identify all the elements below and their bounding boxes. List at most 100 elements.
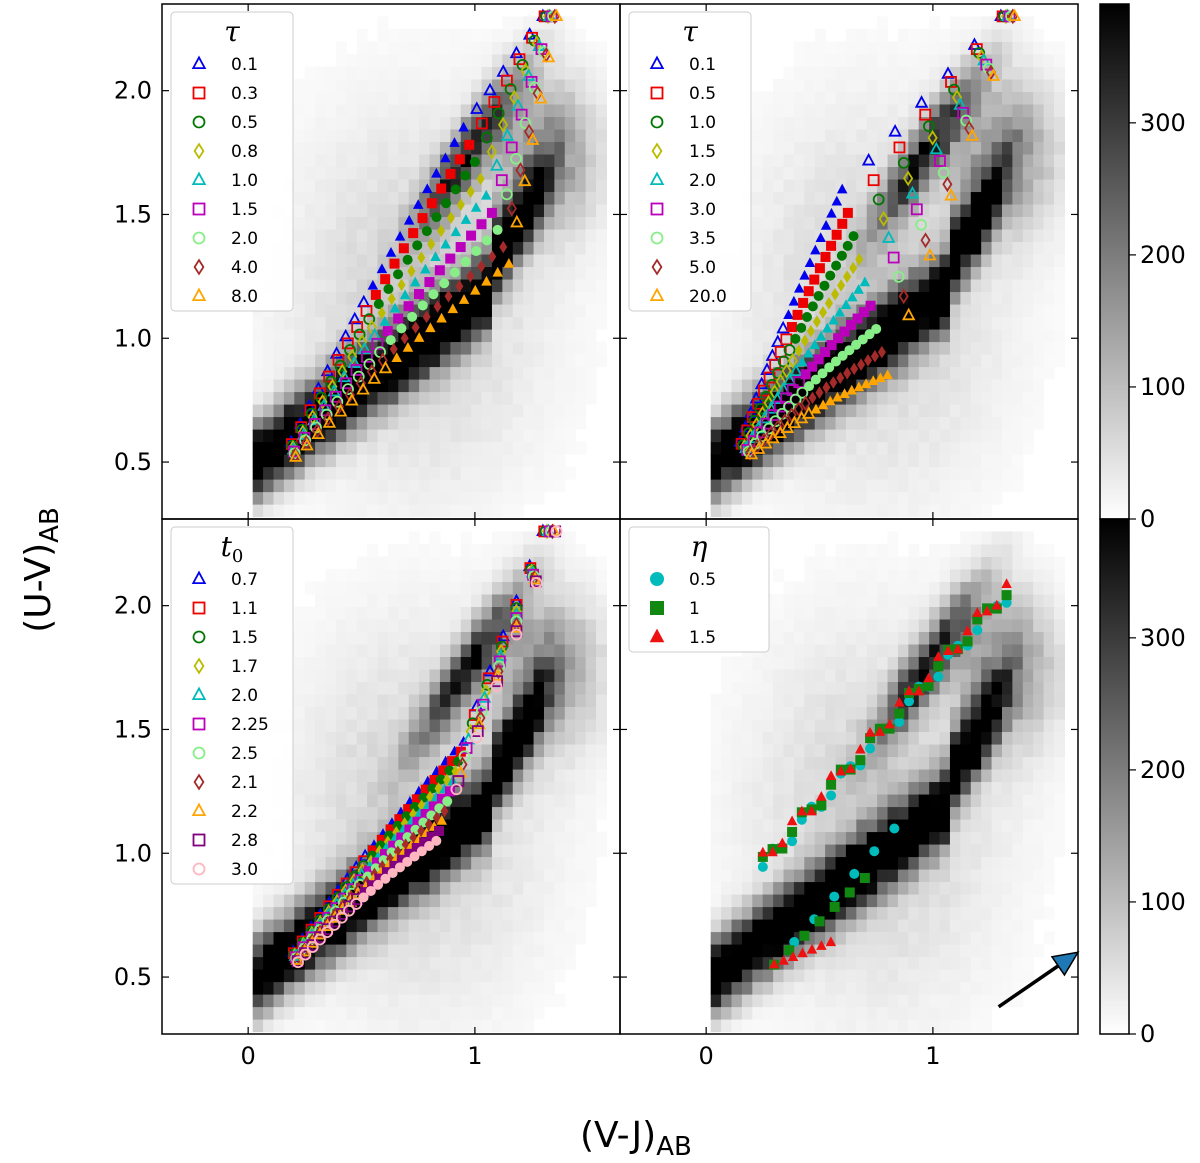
histogram-bin: [554, 153, 566, 168]
histogram-bin: [398, 266, 410, 280]
histogram-bin: [773, 316, 785, 330]
histogram-bin: [897, 504, 909, 518]
legend-label: 0.8: [231, 142, 258, 162]
histogram-bin: [377, 391, 389, 405]
histogram-bin: [502, 341, 514, 355]
histogram-bin: [564, 78, 576, 93]
histogram-bin: [752, 1019, 764, 1033]
track-point: [365, 885, 376, 896]
histogram-bin: [491, 78, 503, 93]
histogram-bin: [877, 303, 889, 318]
histogram-bin: [762, 881, 774, 895]
histogram-bin: [908, 41, 920, 55]
histogram-bin: [814, 491, 826, 505]
histogram-bin: [710, 1006, 722, 1020]
histogram-bin: [564, 531, 576, 545]
histogram-bin: [387, 504, 399, 518]
histogram-bin: [783, 994, 795, 1008]
histogram-bin: [710, 793, 722, 808]
histogram-bin: [721, 1006, 733, 1020]
histogram-bin: [866, 341, 878, 355]
track-point: [311, 426, 325, 440]
histogram-bin: [866, 116, 878, 130]
histogram-bin: [512, 253, 524, 268]
histogram-bin: [481, 403, 493, 418]
histogram-bin: [804, 618, 816, 633]
histogram-bin: [585, 856, 597, 870]
histogram-bin: [939, 303, 951, 318]
histogram-bin: [377, 466, 389, 480]
histogram-bin: [564, 881, 576, 895]
histogram-bin: [825, 466, 837, 480]
histogram-bin: [304, 743, 316, 758]
histogram-bin: [325, 166, 337, 180]
histogram-bin: [773, 278, 785, 293]
track-point: [812, 315, 821, 328]
histogram-bin: [814, 856, 826, 870]
histogram-bin: [439, 618, 451, 633]
track-point: [850, 362, 859, 376]
histogram-bin: [710, 856, 722, 870]
histogram-bin: [471, 353, 483, 368]
histogram-bin: [294, 618, 306, 633]
histogram-bin: [960, 253, 972, 268]
histogram-bin: [929, 253, 941, 268]
histogram-bin: [554, 706, 566, 720]
histogram-bin: [949, 366, 961, 380]
histogram-bin: [460, 28, 472, 42]
track-point: [825, 395, 836, 406]
histogram-bin: [991, 303, 1003, 318]
histogram-bin: [325, 631, 337, 645]
histogram-bin: [315, 693, 327, 708]
histogram-bin: [471, 316, 483, 330]
histogram-bin: [866, 53, 878, 67]
track-point: [493, 663, 504, 680]
histogram-bin: [325, 78, 337, 93]
histogram-bin: [773, 618, 785, 633]
histogram-bin: [471, 806, 483, 820]
histogram-bin: [512, 128, 524, 143]
histogram-bin: [1001, 479, 1013, 493]
histogram-bin: [981, 241, 993, 255]
histogram-bin: [304, 253, 316, 268]
histogram-bin: [377, 693, 389, 708]
histogram-bin: [814, 956, 826, 970]
histogram-bin: [918, 416, 930, 430]
histogram-bin: [533, 531, 545, 545]
histogram-bin: [752, 491, 764, 505]
histogram-bin: [991, 366, 1003, 380]
histogram-bin: [960, 441, 972, 455]
histogram-bin: [752, 693, 764, 708]
histogram-bin: [1043, 241, 1055, 255]
histogram-bin: [762, 316, 774, 330]
histogram-bin: [346, 491, 358, 505]
histogram-bin: [304, 491, 316, 505]
histogram-bin: [762, 128, 774, 143]
histogram-bin: [315, 856, 327, 870]
histogram-bin: [1001, 366, 1013, 380]
histogram-bin: [543, 618, 555, 633]
histogram-bin: [1001, 466, 1013, 480]
histogram-bin: [1022, 128, 1034, 143]
histogram-bin: [585, 366, 597, 380]
histogram-bin: [543, 793, 555, 808]
histogram-bin: [804, 441, 816, 455]
histogram-bin: [356, 731, 368, 745]
histogram-bin: [595, 66, 607, 80]
histogram-bin: [793, 756, 805, 770]
histogram-bin: [929, 303, 941, 318]
histogram-bin: [491, 931, 503, 945]
histogram-bin: [481, 768, 493, 783]
histogram-bin: [960, 504, 972, 518]
histogram-bin: [741, 706, 753, 720]
histogram-bin: [793, 581, 805, 595]
legend-label: 1.0: [231, 171, 258, 191]
histogram-bin: [1012, 16, 1024, 30]
histogram-bin: [523, 153, 535, 168]
histogram-bin: [804, 178, 816, 193]
histogram-bin: [825, 806, 837, 820]
histogram-bin: [793, 241, 805, 255]
histogram-bin: [575, 266, 587, 280]
histogram-bin: [471, 643, 483, 658]
histogram-bin: [377, 981, 389, 995]
